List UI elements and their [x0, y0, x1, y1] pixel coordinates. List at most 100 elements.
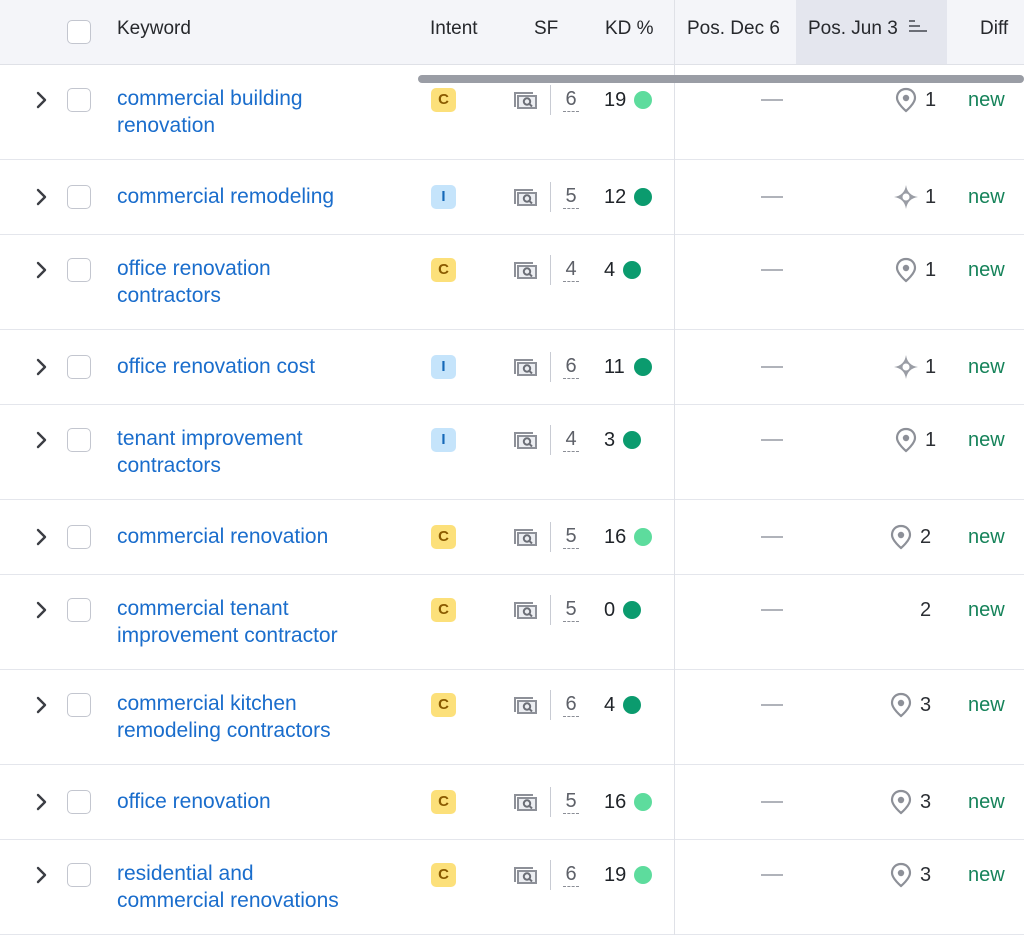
serp-features-count[interactable]: 6	[563, 87, 579, 112]
serp-features-count[interactable]: 4	[563, 257, 579, 282]
local-pack-icon	[894, 427, 918, 453]
intent-badge[interactable]: C	[431, 693, 456, 717]
keyword-link[interactable]: tenant improvement contractors	[117, 425, 407, 479]
table-row[interactable]: commercial kitchen remodeling contractors…	[0, 670, 1024, 765]
local-pack-icon	[889, 789, 913, 815]
keyword-line-2: remodeling contractors	[117, 719, 331, 742]
table-row[interactable]: office renovation C 5 16 3 new	[0, 765, 1024, 840]
column-header-diff[interactable]: Diff	[980, 18, 1009, 39]
sf-divider	[550, 85, 551, 115]
row-checkbox[interactable]	[67, 355, 91, 379]
intent-badge[interactable]: I	[431, 355, 456, 379]
table-row[interactable]: office renovation cost I 6 11 1 new	[0, 330, 1024, 405]
keyword-link[interactable]: commercial tenant improvement contractor	[117, 595, 407, 649]
kd-difficulty-dot	[634, 188, 652, 206]
serp-features-count[interactable]: 4	[563, 427, 579, 452]
serp-features-icon	[513, 527, 539, 547]
pos-prev-empty	[761, 801, 783, 803]
intent-badge[interactable]: I	[431, 428, 456, 452]
intent-badge[interactable]: C	[431, 863, 456, 887]
keyword-link[interactable]: residential and commercial renovations	[117, 860, 407, 914]
column-header-kd[interactable]: KD %	[605, 18, 654, 39]
keyword-link[interactable]: commercial kitchen remodeling contractors	[117, 690, 407, 744]
position-value: 3	[920, 864, 932, 886]
column-header-pos-prev[interactable]: Pos. Dec 6	[687, 18, 780, 39]
row-checkbox[interactable]	[67, 598, 91, 622]
sort-descending-icon[interactable]	[908, 18, 928, 34]
diff-value: new	[968, 864, 1005, 886]
expand-row-chevron-icon[interactable]	[36, 793, 48, 811]
pos-prev-empty	[761, 439, 783, 441]
local-pack-icon	[894, 87, 918, 113]
pos-prev-empty	[761, 609, 783, 611]
intent-badge[interactable]: C	[431, 525, 456, 549]
column-header-keyword[interactable]: Keyword	[117, 18, 191, 39]
keyword-link[interactable]: commercial remodeling	[117, 183, 407, 210]
serp-features-count[interactable]: 5	[563, 524, 579, 549]
table-row[interactable]: residential and commercial renovations C 6 1…	[0, 840, 1024, 935]
pos-prev-empty	[761, 874, 783, 876]
diff-value: new	[968, 526, 1005, 548]
serp-features-count[interactable]: 6	[563, 862, 579, 887]
position-value: 1	[925, 89, 937, 111]
position-value: 3	[920, 791, 932, 813]
column-divider	[674, 0, 675, 935]
row-checkbox[interactable]	[67, 693, 91, 717]
expand-row-chevron-icon[interactable]	[36, 528, 48, 546]
serp-features-count[interactable]: 5	[563, 597, 579, 622]
expand-row-chevron-icon[interactable]	[36, 431, 48, 449]
column-header-intent[interactable]: Intent	[430, 18, 478, 39]
row-checkbox[interactable]	[67, 428, 91, 452]
column-header-pos-curr[interactable]: Pos. Jun 3	[808, 0, 928, 64]
keyword-link[interactable]: office renovation contractors	[117, 255, 407, 309]
intent-badge[interactable]: I	[431, 185, 456, 209]
sf-divider	[550, 860, 551, 890]
table-row[interactable]: office renovation contractors C 4 4 1 new	[0, 235, 1024, 330]
row-checkbox[interactable]	[67, 790, 91, 814]
pos-prev-empty	[761, 366, 783, 368]
serp-features-count[interactable]: 6	[563, 692, 579, 717]
kd-value: 16	[604, 526, 627, 548]
column-header-sf[interactable]: SF	[534, 18, 559, 39]
kd-difficulty-dot	[623, 431, 641, 449]
row-checkbox[interactable]	[67, 863, 91, 887]
select-all-checkbox[interactable]	[67, 20, 91, 44]
position-value: 2	[920, 526, 932, 548]
serp-features-count[interactable]: 5	[563, 184, 579, 209]
intent-badge[interactable]: C	[431, 88, 456, 112]
local-pack-icon	[889, 692, 913, 718]
expand-row-chevron-icon[interactable]	[36, 188, 48, 206]
expand-row-chevron-icon[interactable]	[36, 601, 48, 619]
serp-features-count[interactable]: 5	[563, 789, 579, 814]
keyword-line-1: commercial tenant	[117, 597, 289, 620]
expand-row-chevron-icon[interactable]	[36, 696, 48, 714]
intent-badge[interactable]: C	[431, 258, 456, 282]
expand-row-chevron-icon[interactable]	[36, 261, 48, 279]
kd-value: 3	[604, 429, 616, 451]
kd-value: 4	[604, 259, 616, 281]
intent-badge[interactable]: C	[431, 790, 456, 814]
diff-value: new	[968, 694, 1005, 716]
table-row[interactable]: commercial tenant improvement contractor C…	[0, 575, 1024, 670]
table-row[interactable]: commercial remodeling I 5 12 1 new	[0, 160, 1024, 235]
keyword-link[interactable]: commercial building renovation	[117, 85, 407, 139]
expand-row-chevron-icon[interactable]	[36, 866, 48, 884]
keyword-link[interactable]: office renovation cost	[117, 353, 407, 380]
horizontal-scrollbar[interactable]	[418, 75, 1024, 83]
row-checkbox[interactable]	[67, 185, 91, 209]
expand-row-chevron-icon[interactable]	[36, 91, 48, 109]
keyword-line-2: commercial renovations	[117, 889, 339, 912]
row-checkbox[interactable]	[67, 88, 91, 112]
intent-badge[interactable]: C	[431, 598, 456, 622]
keyword-link[interactable]: office renovation	[117, 788, 407, 815]
serp-features-count[interactable]: 6	[563, 354, 579, 379]
table-row[interactable]: commercial renovation C 5 16 2 new	[0, 500, 1024, 575]
row-checkbox[interactable]	[67, 258, 91, 282]
row-checkbox[interactable]	[67, 525, 91, 549]
expand-row-chevron-icon[interactable]	[36, 358, 48, 376]
table-row[interactable]: tenant improvement contractors I 4 3 1 new	[0, 405, 1024, 500]
serp-features-icon	[513, 792, 539, 812]
sorted-column-highlight	[796, 0, 947, 64]
keyword-line-1: tenant improvement	[117, 427, 303, 450]
keyword-link[interactable]: commercial renovation	[117, 523, 407, 550]
